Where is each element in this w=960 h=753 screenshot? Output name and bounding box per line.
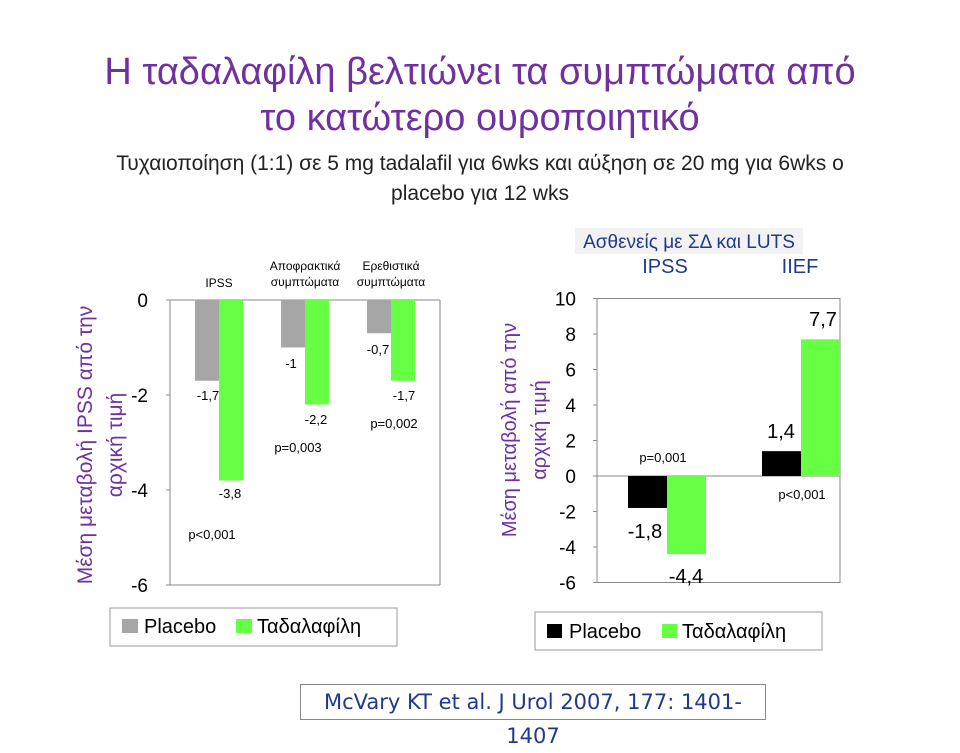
legend-swatch-placebo [547,624,562,638]
placebo-bar [367,300,391,334]
y-axis-label: Μέση μεταβολή IPSS από την [74,306,97,585]
data-label: -3,8 [219,486,241,501]
tadalafil-bar [391,300,415,381]
citation: McVary KT et al. J Urol 2007, 177: 1401-… [300,684,766,748]
subtitle-line2: placebo για 12 wks [391,182,569,205]
y-tick-label: -4 [559,538,576,559]
chart-header: Ασθενείς με ΣΔ και LUTS [583,232,795,253]
data-label: -1 [285,356,297,371]
page-title-line1: Η ταδαλαφίλη βελτιώνει τα συμπτώματα από [104,51,856,93]
page-title-line2: το κατώτερο ουροποιητικό [260,97,700,139]
y-tick-label: 10 [555,290,576,311]
p-value-label: p<0,001 [188,527,235,542]
y-axis-label: αρχική τιμή [104,393,127,498]
tadalafil-bar [801,339,840,476]
placebo-bar [628,476,667,508]
chart-header-box [575,228,803,254]
category-label: Αποφρακτικά [270,259,341,273]
y-tick-label: -4 [131,481,148,502]
data-label: -1,7 [197,388,219,403]
y-tick-label: 0 [565,467,576,488]
y-tick-label: 8 [565,325,576,346]
data-label: -1,7 [393,388,415,403]
data-label: -1,8 [628,521,662,543]
subtitle-line1: Τυχαιοποίηση (1:1) σε 5 mg tadalafil για… [116,152,844,175]
y-tick-label: -2 [559,503,576,524]
legend-label-tadalafil: Ταδαλαφίλη [257,616,361,638]
y-tick-label: 4 [565,396,576,417]
legend-swatch-tadalafil [236,619,252,633]
y-axis-label: Μέση μεταβολή από την [499,323,521,537]
legend-label-placebo: Placebo [569,621,641,643]
data-label: -2,2 [305,412,327,427]
placebo-bar [281,300,305,348]
legend-box [109,607,398,647]
y-tick-label: -2 [131,386,148,407]
y-tick-label: 0 [137,291,148,312]
placebo-bar [195,300,219,381]
y-axis-label: αρχική τιμή [529,380,551,480]
category-label: IPSS [642,256,688,278]
legend-box [534,611,823,651]
legend-swatch-placebo [122,619,138,633]
legend-label-placebo: Placebo [144,616,216,638]
p-value-label: p=0,002 [370,416,417,431]
p-value-label: p=0,003 [274,440,321,455]
data-label: 1,4 [767,421,795,443]
data-label: -4,4 [669,566,703,588]
category-label: IIEF [782,256,819,278]
legend-swatch-tadalafil [662,624,677,638]
y-tick-label: 6 [565,361,576,382]
category-label: Ερεθιστικά [362,259,419,273]
p-value-label: p<0,001 [778,487,825,502]
y-tick-label: 2 [565,432,576,453]
category-label: συμπτώματα [271,275,340,289]
tadalafil-bar [305,300,329,405]
placebo-bar [762,451,801,476]
y-tick-label: -6 [559,574,576,595]
tadalafil-bar [219,300,243,481]
data-label: -0,7 [367,342,389,357]
p-value-label: p=0,001 [639,450,686,465]
category-label: IPSS [205,276,232,290]
legend-label-tadalafil: Ταδαλαφίλη [682,621,786,643]
data-label: 7,7 [809,309,837,331]
category-label: συμπτώματα [357,275,426,289]
tadalafil-bar [667,476,706,555]
y-tick-label: -6 [131,576,148,597]
